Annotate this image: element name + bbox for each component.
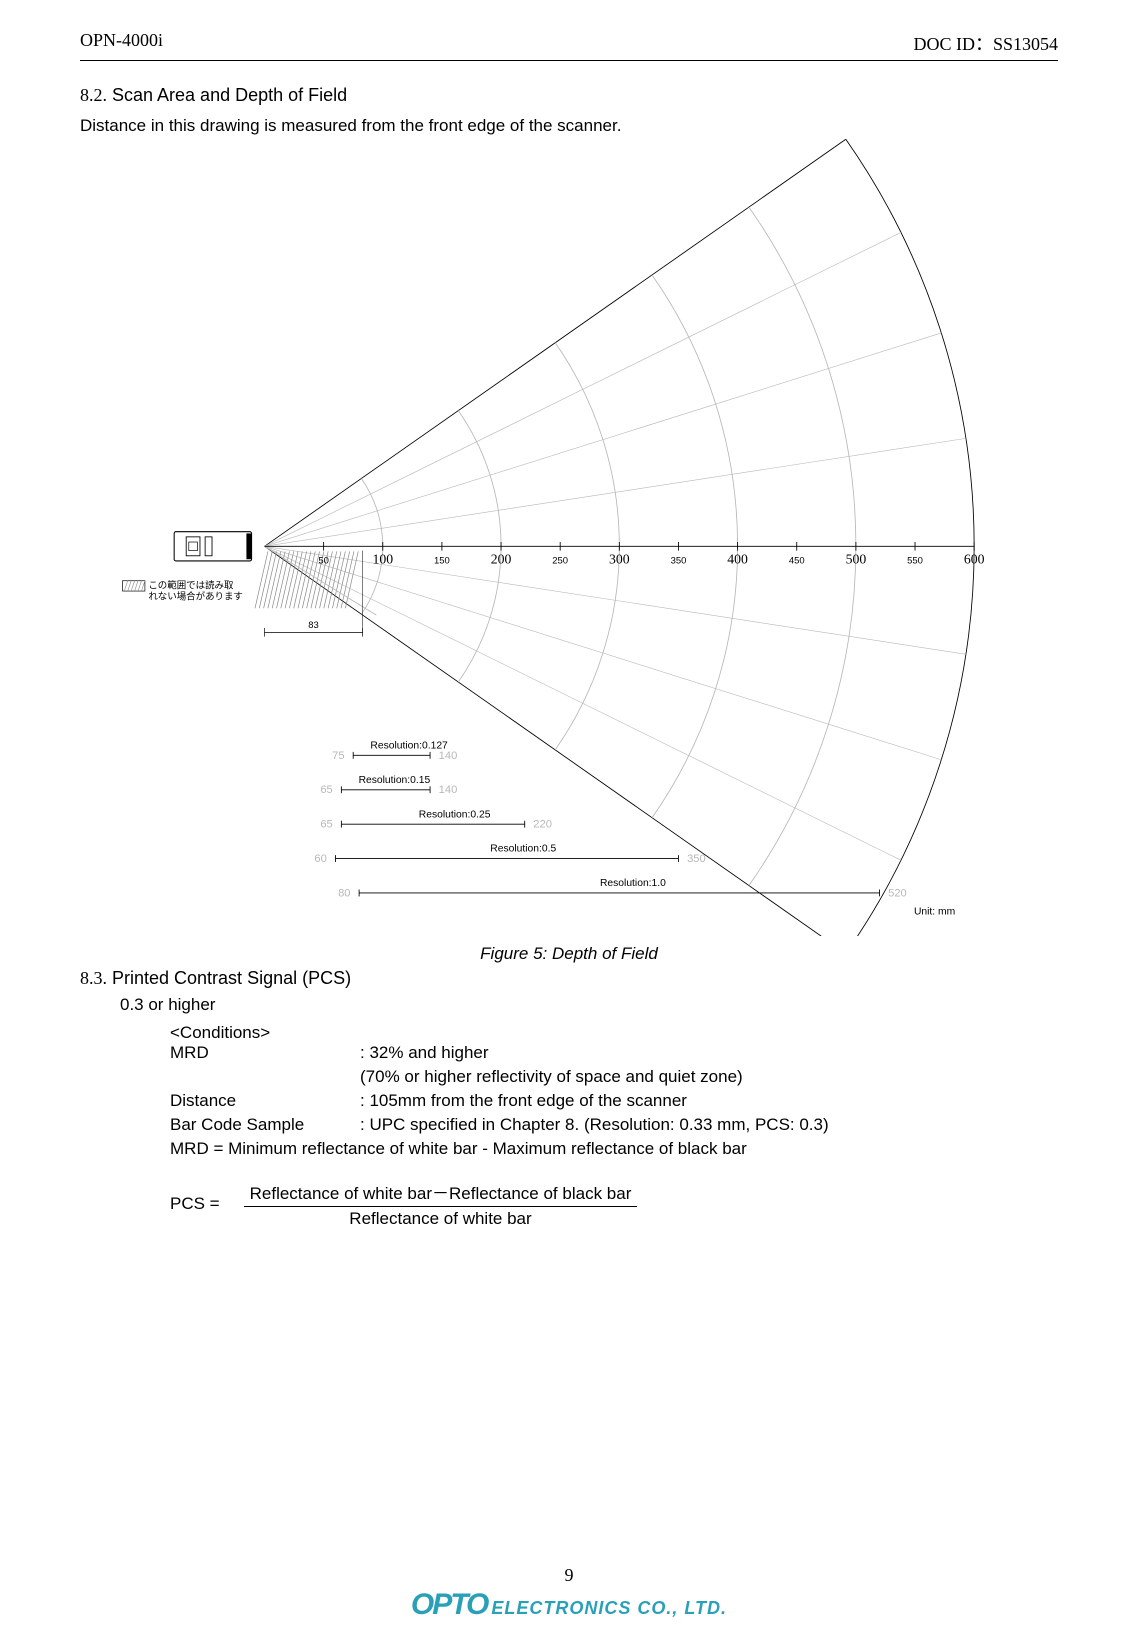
svg-text:250: 250 [552, 556, 568, 567]
depth-of-field-diagram: 50 100 150 200 250 300 350 400 450 500 550 600 この範囲で… [80, 136, 1058, 936]
svg-text:65: 65 [320, 819, 332, 831]
svg-text:Resolution:1.0: Resolution:1.0 [600, 878, 666, 889]
svg-text:れない場合があります: れない場合があります [148, 591, 243, 603]
page-number: 9 [0, 1565, 1138, 1586]
pcs-numerator: Reflectance of white bar－Reflectance of … [244, 1179, 638, 1207]
svg-text:Resolution:0.127: Resolution:0.127 [370, 740, 448, 751]
svg-text:60: 60 [314, 853, 326, 865]
figure-5-caption: Figure 5: Depth of Field [80, 944, 1058, 964]
svg-text:Resolution:0.25: Resolution:0.25 [419, 809, 491, 820]
svg-text:600: 600 [964, 552, 985, 567]
cond-label: Distance [170, 1091, 360, 1111]
cond-label: Bar Code Sample [170, 1115, 360, 1135]
cond-label: MRD [170, 1043, 360, 1063]
svg-text:550: 550 [907, 556, 923, 567]
section-8-2-intro: Distance in this drawing is measured fro… [80, 116, 1058, 136]
pcs-formula: PCS = Reflectance of white bar－Reflectan… [170, 1179, 1058, 1229]
svg-text:この範囲では読み取: この範囲では読み取 [148, 579, 234, 591]
svg-text:75: 75 [332, 750, 344, 762]
section-8-3-title: 8.3. Printed Contrast Signal (PCS) [80, 968, 1058, 989]
cond-value: : UPC specified in Chapter 8. (Resolutio… [360, 1115, 1058, 1135]
svg-text:65: 65 [320, 784, 332, 796]
header-right: DOC ID：SS13054 [913, 30, 1058, 56]
svg-text:140: 140 [439, 750, 458, 762]
svg-text:80: 80 [338, 887, 350, 899]
pcs-fraction: Reflectance of white bar－Reflectance of … [244, 1179, 638, 1229]
header-left: OPN-4000i [80, 30, 163, 56]
svg-text:400: 400 [727, 552, 748, 567]
svg-text:300: 300 [609, 552, 630, 567]
svg-text:350: 350 [671, 556, 687, 567]
cond-row-mrd2: (70% or higher reflectivity of space and… [170, 1067, 1058, 1087]
cond-label [170, 1067, 360, 1087]
svg-text:Unit: mm: Unit: mm [914, 906, 955, 917]
pcs-denominator: Reflectance of white bar [349, 1207, 531, 1229]
section-8-3-text: Printed Contrast Signal (PCS) [107, 968, 351, 988]
cond-row-distance: Distance : 105mm from the front edge of … [170, 1091, 1058, 1111]
page-header: OPN-4000i DOC ID：SS13054 [80, 30, 1058, 61]
page-footer: 9 OPTO ELECTRONICS CO., LTD. [0, 1565, 1138, 1622]
svg-text:450: 450 [789, 556, 805, 567]
svg-text:350: 350 [687, 853, 706, 865]
svg-text:500: 500 [846, 552, 867, 567]
logo-sub: ELECTRONICS CO., LTD. [491, 1598, 727, 1622]
section-8-2-title: 8.2. Scan Area and Depth of Field [80, 85, 1058, 106]
svg-text:100: 100 [372, 552, 393, 567]
cond-value: : 105mm from the front edge of the scann… [360, 1091, 1058, 1111]
cond-value: (70% or higher reflectivity of space and… [360, 1067, 1058, 1087]
cond-value: : 32% and higher [360, 1043, 1058, 1063]
cond-row-barcode: Bar Code Sample : UPC specified in Chapt… [170, 1115, 1058, 1135]
svg-text:50: 50 [318, 556, 329, 567]
conditions-block: <Conditions> MRD : 32% and higher (70% o… [170, 1023, 1058, 1159]
conditions-heading: <Conditions> [170, 1023, 1058, 1043]
mrd-definition: MRD = Minimum reflectance of white bar -… [170, 1139, 1058, 1159]
pcs-value: 0.3 or higher [120, 995, 1058, 1015]
svg-text:200: 200 [491, 552, 512, 567]
svg-text:83: 83 [308, 620, 319, 631]
section-8-2-num: 8.2. [80, 85, 107, 105]
section-8-2-text: Scan Area and Depth of Field [107, 85, 347, 105]
svg-text:520: 520 [888, 887, 907, 899]
cond-row-mrd: MRD : 32% and higher [170, 1043, 1058, 1063]
logo-main: OPTO [411, 1588, 487, 1622]
section-8-3-num: 8.3. [80, 968, 107, 988]
footer-logo: OPTO ELECTRONICS CO., LTD. [0, 1588, 1138, 1622]
svg-text:220: 220 [533, 819, 552, 831]
svg-text:140: 140 [439, 784, 458, 796]
svg-text:Resolution:0.5: Resolution:0.5 [490, 844, 556, 855]
svg-text:Resolution:0.15: Resolution:0.15 [359, 775, 431, 786]
svg-text:150: 150 [434, 556, 450, 567]
pcs-lhs: PCS = [170, 1194, 220, 1214]
